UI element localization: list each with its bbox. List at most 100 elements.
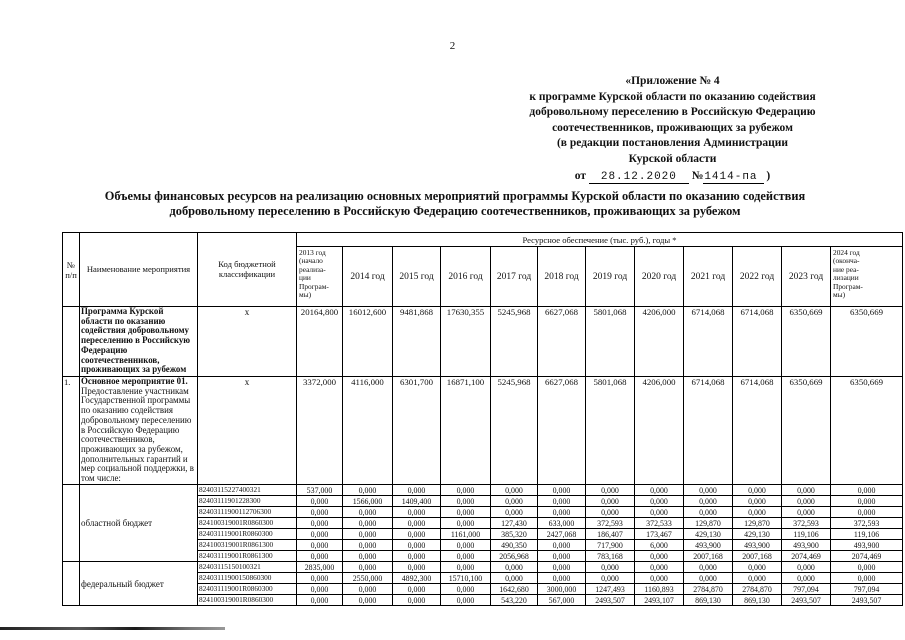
row-number-cell: [62, 306, 80, 377]
value-cell: 0,000: [296, 583, 343, 595]
value-cell: 797,094: [829, 583, 904, 595]
value-cell: 0,000: [683, 572, 733, 584]
value-cell: 869,130: [683, 594, 733, 606]
value-cell: 0,000: [440, 583, 491, 595]
year-header: 2024 год (оконча- ние реа- лизации Прогр…: [829, 246, 904, 307]
scan-edge-line: [0, 627, 225, 630]
budget-code-row: федеральный бюджет 82403115150100321 2835,…: [62, 561, 904, 606]
value-cell: 429,130: [732, 528, 782, 540]
value-cell: 0,000: [342, 484, 393, 496]
value-cell: 2493,107: [634, 594, 684, 606]
value-cell: 372,533: [634, 517, 684, 529]
value-cell: 0,000: [490, 506, 538, 518]
value-cell: 6350,669: [781, 306, 831, 377]
value-cell: 0,000: [490, 561, 538, 573]
value-cell: 1409,400: [392, 495, 441, 507]
value-cell: 0,000: [781, 495, 831, 507]
year-header: 2017 год: [490, 246, 538, 307]
value-cell: 543,220: [490, 594, 538, 606]
budget-code-cell: 82403111900112706300: [197, 506, 297, 518]
value-cell: 0,000: [781, 506, 831, 518]
value-cell: 0,000: [585, 495, 635, 507]
value-cell: 717,900: [585, 539, 635, 551]
value-cell: 0,000: [683, 484, 733, 496]
value-cell: 0,000: [732, 572, 782, 584]
value-cell: 6350,669: [781, 376, 831, 485]
value-cell: 0,000: [296, 594, 343, 606]
value-cell: 0,000: [829, 506, 904, 518]
row-number-cell: 1.: [62, 376, 80, 485]
value-cell: 119,106: [829, 528, 904, 540]
col-header-code: Код бюджетной классификации: [197, 232, 297, 307]
page-number: 2: [449, 40, 456, 52]
value-cell: 0,000: [537, 539, 586, 551]
value-cell: 3000,000: [537, 583, 586, 595]
value-cell: 372,593: [781, 517, 831, 529]
value-cell: 0,000: [634, 506, 684, 518]
value-cell: 0,000: [440, 539, 491, 551]
value-cell: 0,000: [296, 572, 343, 584]
value-cell: 2074,469: [781, 550, 831, 562]
value-cell: 0,000: [634, 550, 684, 562]
value-cell: 0,000: [490, 572, 538, 584]
value-cell: 5245,968: [490, 306, 538, 377]
value-cell: 0,000: [392, 550, 441, 562]
row-number-cell: [62, 561, 80, 606]
title-line: добровольному переселению в Российскую Ф…: [169, 203, 741, 218]
value-cell: 0,000: [440, 517, 491, 529]
value-cell: 2493,507: [829, 594, 904, 606]
value-cell: 0,000: [537, 550, 586, 562]
value-cell: 0,000: [440, 495, 491, 507]
value-cell: 0,000: [392, 539, 441, 551]
value-cell: 3372,000: [296, 376, 343, 485]
value-cell: 633,000: [537, 517, 586, 529]
col-header-num: № п/п: [62, 232, 80, 307]
value-cell: 429,130: [683, 528, 733, 540]
value-cell: 493,900: [829, 539, 904, 551]
value-cell: 567,000: [537, 594, 586, 606]
value-cell: 5245,968: [490, 376, 538, 485]
year-header: 2014 год: [342, 246, 393, 307]
measure-name-cell: Программа Курской области по оказанию со…: [79, 306, 198, 377]
value-cell: 2056,968: [490, 550, 538, 562]
value-cell: 2835,000: [296, 561, 343, 573]
value-cell: 2784,870: [732, 583, 782, 595]
year-header: 2021 год: [683, 246, 733, 307]
value-cell: 1247,493: [585, 583, 635, 595]
budget-label: федеральный бюджет: [79, 561, 198, 606]
year-header: 2019 год: [585, 246, 635, 307]
value-cell: 173,467: [634, 528, 684, 540]
value-cell: 6714,068: [683, 306, 733, 377]
appendix-line: к программе Курской области по оказанию …: [529, 90, 816, 103]
value-cell: 0,000: [392, 583, 441, 595]
appendix-line: соотечественников, проживающих за рубежо…: [552, 121, 793, 134]
value-cell: 490,350: [490, 539, 538, 551]
value-cell: 6714,068: [732, 376, 782, 485]
value-cell: 0,000: [537, 495, 586, 507]
appendix-header: «Приложение № 4 к программе Курской обла…: [440, 74, 905, 185]
value-cell: 0,000: [342, 594, 393, 606]
value-cell: 4206,000: [634, 306, 684, 377]
value-cell: 1160,893: [634, 583, 684, 595]
value-cell: 0,000: [683, 495, 733, 507]
budget-code-row: 824100319001R0860300 0,000 0,000 0,000 0,000…: [63, 594, 904, 606]
appendix-line: «Приложение № 4: [625, 75, 720, 87]
year-header: 2016 год: [440, 246, 491, 307]
value-cell: 129,870: [683, 517, 733, 529]
value-cell: 1161,000: [440, 528, 491, 540]
value-cell: 0,000: [440, 594, 491, 606]
value-cell: 20164,800: [296, 306, 343, 377]
value-cell: 2074,469: [829, 550, 904, 562]
value-cell: 0,000: [634, 572, 684, 584]
value-cell: 6714,068: [732, 306, 782, 377]
value-cell: 0,000: [585, 572, 635, 584]
year-header: 2020 год: [634, 246, 684, 307]
value-cell: 2550,000: [342, 572, 393, 584]
budget-code-row: 824031119001R0860300 0,000 0,000 0,000 0,000…: [63, 583, 904, 595]
value-cell: 0,000: [732, 506, 782, 518]
close-paren: ): [766, 169, 771, 182]
value-cell: 1642,680: [490, 583, 538, 595]
value-cell: 0,000: [296, 539, 343, 551]
value-cell: 0,000: [342, 528, 393, 540]
value-cell: 0,000: [342, 539, 393, 551]
